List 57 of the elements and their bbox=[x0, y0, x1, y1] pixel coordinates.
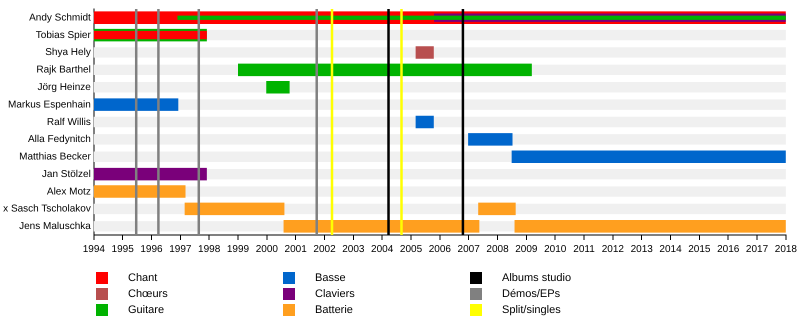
x-tick-label: 2013 bbox=[630, 244, 654, 255]
x-tick-label: 1997 bbox=[169, 244, 192, 255]
y-tick-label: Alex Motz bbox=[46, 186, 91, 198]
bar bbox=[177, 16, 786, 20]
x-tick-label: 2007 bbox=[458, 244, 480, 255]
x-tick-label: 2001 bbox=[284, 244, 308, 255]
x-tick-label: 2010 bbox=[544, 244, 567, 255]
x-tick-label: 2014 bbox=[659, 244, 682, 255]
x-tick-label: 2002 bbox=[313, 244, 336, 255]
bar bbox=[416, 116, 434, 128]
x-tick-label: 2018 bbox=[774, 244, 798, 255]
bar bbox=[468, 133, 513, 146]
legend-label: Guitare bbox=[128, 304, 164, 316]
bar bbox=[94, 98, 178, 111]
x-tick-label: 1998 bbox=[198, 244, 221, 255]
x-tick-label: 2015 bbox=[688, 244, 711, 255]
y-tick-label: Jörg Heinze bbox=[37, 82, 92, 93]
y-tick-label: Matthias Becker bbox=[19, 152, 92, 163]
bar bbox=[416, 46, 434, 59]
x-tick-label: 2009 bbox=[515, 244, 538, 255]
legend-label: Basse bbox=[315, 272, 346, 284]
y-tick-label: Tobias Spier bbox=[36, 30, 92, 41]
legend-label: Démos/EPs bbox=[502, 288, 560, 300]
y-tick-label: Rajk Barthel bbox=[36, 64, 91, 76]
x-tick-label: 2008 bbox=[486, 244, 510, 255]
y-tick-label: Jan Stölzel bbox=[42, 168, 91, 180]
y-tick-label: Andy Schmidt bbox=[29, 12, 92, 24]
legend-label: Chœurs bbox=[128, 288, 168, 300]
y-tick-label: Shya Hely bbox=[45, 47, 91, 58]
legend-label: Split/singles bbox=[502, 304, 561, 316]
x-tick-label: 2005 bbox=[400, 244, 423, 255]
legend-label: Batterie bbox=[315, 304, 353, 316]
legend-label: Claviers bbox=[315, 288, 355, 300]
x-tick-label: 2004 bbox=[371, 244, 394, 255]
x-tick-label: 2003 bbox=[342, 244, 365, 255]
y-tick-label: Markus Espenhain bbox=[8, 99, 91, 110]
x-tick-label: 2006 bbox=[428, 244, 452, 255]
bar bbox=[94, 185, 186, 198]
x-tick-label: 2017 bbox=[746, 244, 769, 255]
x-tick-label: 1994 bbox=[82, 244, 106, 255]
y-tick-label: Jens Maluschka bbox=[19, 221, 92, 232]
bar bbox=[478, 202, 516, 216]
bar bbox=[94, 168, 207, 180]
y-tick-label: Alla Fedynitch bbox=[28, 134, 91, 146]
x-tick-label: 1999 bbox=[226, 244, 250, 255]
y-tick-label: x Sasch Tscholakov bbox=[3, 204, 91, 215]
x-tick-label: 2011 bbox=[573, 244, 596, 255]
x-tick-label: 1996 bbox=[140, 244, 164, 255]
x-tick-label: 1995 bbox=[112, 244, 134, 255]
y-tick-label: Ralf Willis bbox=[46, 116, 91, 128]
x-tick-label: 2016 bbox=[717, 244, 740, 255]
x-tick-label: 2012 bbox=[602, 244, 624, 255]
legend-label: Albums studio bbox=[502, 272, 572, 284]
x-tick-label: 2000 bbox=[256, 244, 278, 255]
bar bbox=[266, 80, 290, 94]
bar bbox=[184, 202, 284, 216]
legend-label: Chant bbox=[128, 272, 158, 284]
